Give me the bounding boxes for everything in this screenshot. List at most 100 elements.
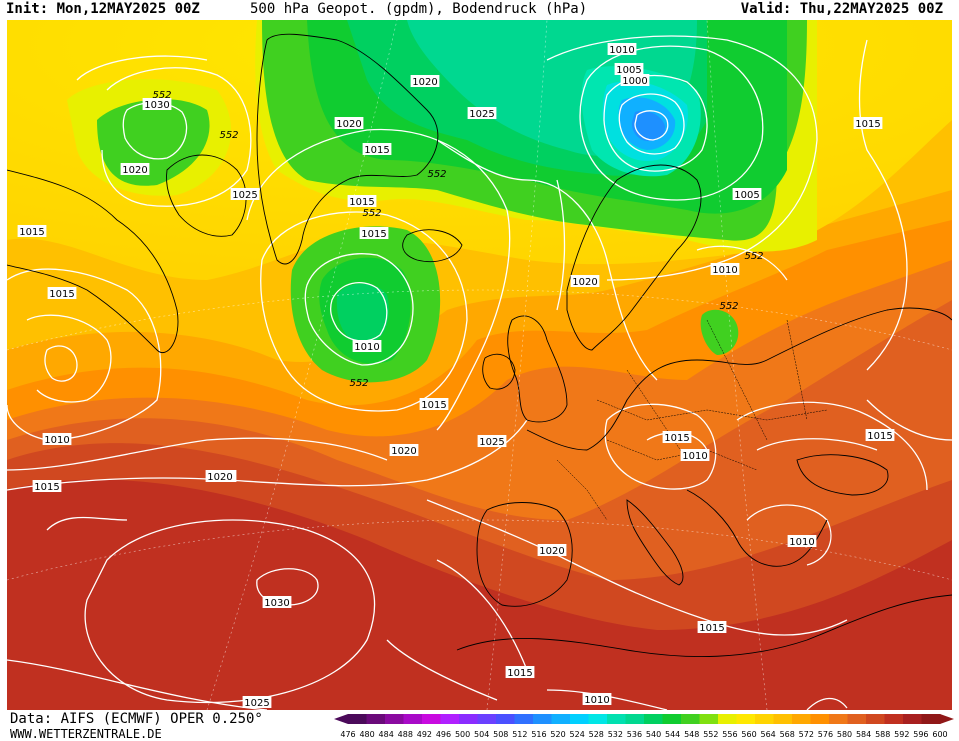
legend-tick: 476: [340, 730, 355, 739]
isobar-label-text: 1020: [122, 165, 147, 176]
isobar-label-text: 1010: [682, 451, 707, 462]
isobar-label-box: [570, 275, 600, 287]
isobar-label-box: [352, 340, 382, 352]
isobar-label-text: 1015: [49, 289, 74, 300]
isobar-label-text: 1015: [421, 400, 446, 411]
legend-tick: 484: [379, 730, 394, 739]
coastline-canada: [7, 169, 179, 353]
coastline-iberia: [476, 502, 573, 607]
isobar-label-text: 1015: [867, 431, 892, 442]
legend-tick: 512: [512, 730, 527, 739]
legend-swatch: [755, 714, 774, 724]
isobar-line: [634, 110, 669, 141]
header-bar: Init: Mon,12MAY2025 00Z 500 hPa Geopot. …: [0, 0, 959, 20]
isobar-line: [603, 74, 708, 172]
legend-swatch: [644, 714, 663, 724]
isobar-label-box: [230, 188, 260, 200]
border: [596, 399, 828, 421]
border: [556, 459, 608, 521]
isobar-label: 1010: [42, 433, 72, 446]
isobar-label: 1015: [347, 195, 377, 208]
legend-tick: 584: [856, 730, 871, 739]
coastline-britain: [507, 315, 568, 423]
legend-swatch: [866, 714, 885, 724]
isobar-label-box: [710, 263, 740, 275]
isobar-line: [756, 438, 878, 451]
coastline-blacksea: [796, 454, 889, 496]
isobar-line: [304, 253, 414, 366]
isobar-label-box: [477, 435, 507, 447]
isobar-label-box: [205, 470, 235, 482]
isobar-label: 1025: [242, 696, 272, 709]
legend-swatch: [477, 714, 497, 724]
isobar-label-box: [537, 544, 567, 556]
isobar-label-text: 552: [219, 130, 238, 141]
isobar-label-text: 1025: [232, 190, 257, 201]
isobar-label: 1015: [47, 287, 77, 300]
isobar-label-text: 1010: [712, 265, 737, 276]
isobar-line: [330, 282, 388, 342]
isobar-label-text: 1005: [616, 65, 641, 76]
legend-swatch: [681, 714, 700, 724]
isobar-label: 1020: [410, 75, 440, 88]
isobar-label: 1020: [389, 444, 419, 457]
isobar-label-text: 552: [719, 301, 738, 312]
isobar-labels: 1030552102055210251020102010151025552101…: [17, 43, 895, 709]
isobar-label-box: [32, 480, 62, 492]
isobar-label-box: [17, 225, 47, 237]
legend-tick: 500: [455, 730, 470, 739]
legend-swatch: [422, 714, 441, 724]
legend-swatch: [533, 714, 552, 724]
legend-tick: 600: [932, 730, 947, 739]
isobar-label-box: [680, 449, 710, 461]
height-field-bands: [7, 20, 952, 710]
isobar-line: [26, 314, 112, 403]
isobar-label-box: [359, 227, 389, 239]
isobar-label: 1020: [537, 544, 567, 557]
legend-left-arrow: [334, 714, 348, 724]
chart-title: 500 hPa Geopot. (gpdm), Bodendruck (hPa): [250, 1, 588, 17]
legend-tick: 564: [760, 730, 775, 739]
isobar-label: 1025: [477, 435, 507, 448]
legend-tick: 492: [417, 730, 432, 739]
legend-tick: 516: [531, 730, 546, 739]
isobar-label-text: 1000: [622, 76, 647, 87]
legend-swatch: [921, 714, 941, 724]
isobar-label: 1010: [710, 263, 740, 276]
isobar-label-text: 1015: [34, 482, 59, 493]
height-contour-label: 552: [427, 169, 446, 180]
isobar-label-text: 1015: [855, 119, 880, 130]
legend-swatch: [736, 714, 756, 724]
isobar-label-text: 1005: [734, 190, 759, 201]
isobar-label-box: [662, 431, 692, 443]
isobar-label-text: 1025: [479, 437, 504, 448]
isobar-label-text: 1020: [207, 472, 232, 483]
isobar-label-box: [853, 117, 883, 129]
isobars: [7, 35, 952, 710]
coastline-italy: [626, 499, 684, 586]
border: [706, 319, 768, 441]
isobar-label-text: 1020: [572, 277, 597, 288]
isobar-label-text: 1010: [44, 435, 69, 446]
isobar-label-text: 1015: [364, 145, 389, 156]
isobar-label: 1025: [230, 188, 260, 201]
legend-swatch: [570, 714, 589, 724]
legend-swatch: [903, 714, 922, 724]
height-contour-label: 552: [349, 378, 368, 389]
isobar-line: [546, 35, 818, 281]
legend-swatch: [699, 714, 719, 724]
isobar-label-box: [732, 188, 762, 200]
legend-tick: 488: [398, 730, 413, 739]
isobar-line: [556, 179, 566, 311]
coastline-iceland: [402, 229, 463, 263]
isobar-label-text: 1015: [507, 668, 532, 679]
legend-tick-labels: 476 480 484 488 492 496 500 504 508 512 516 520 524 5…: [340, 730, 947, 739]
isobar-line: [246, 128, 511, 431]
legend-swatch: [440, 714, 460, 724]
height-contour-label: 552: [719, 301, 738, 312]
isobar-label: 1015: [853, 117, 883, 130]
legend-tick: 480: [359, 730, 374, 739]
coastline-scandinavia: [566, 164, 702, 351]
legend-swatch: [792, 714, 811, 724]
coastline-africa: [456, 594, 952, 658]
